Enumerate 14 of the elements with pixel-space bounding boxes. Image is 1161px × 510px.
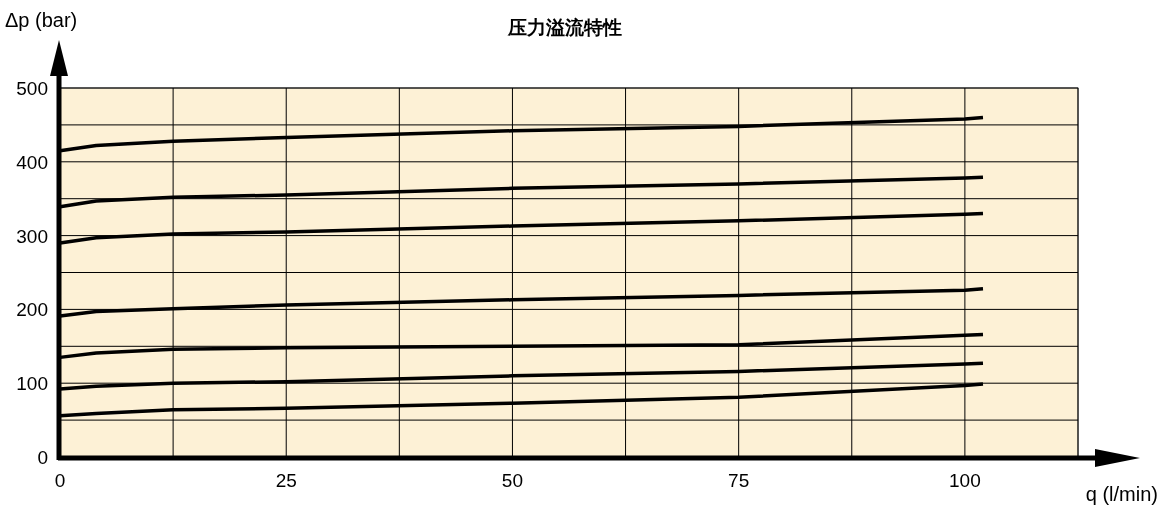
chart-title: 压力溢流特性 bbox=[507, 16, 622, 38]
y-tick-label: 100 bbox=[16, 373, 48, 395]
x-tick-label: 50 bbox=[501, 470, 524, 491]
y-tick-label: 500 bbox=[16, 78, 48, 99]
x-tick-label: 25 bbox=[275, 470, 297, 491]
y-tick-label: 400 bbox=[16, 151, 48, 173]
x-tick-label: 75 bbox=[728, 470, 750, 491]
y-tick-label: 300 bbox=[16, 225, 48, 247]
x-tick-label: 100 bbox=[949, 470, 981, 491]
x-tick-label: 0 bbox=[54, 470, 66, 491]
y-tick-label: 0 bbox=[37, 447, 48, 468]
y-axis-title: Δp (bar) bbox=[5, 9, 78, 31]
x-axis-title: q (l/min) bbox=[1085, 483, 1158, 505]
y-tick-label: 200 bbox=[16, 299, 48, 321]
